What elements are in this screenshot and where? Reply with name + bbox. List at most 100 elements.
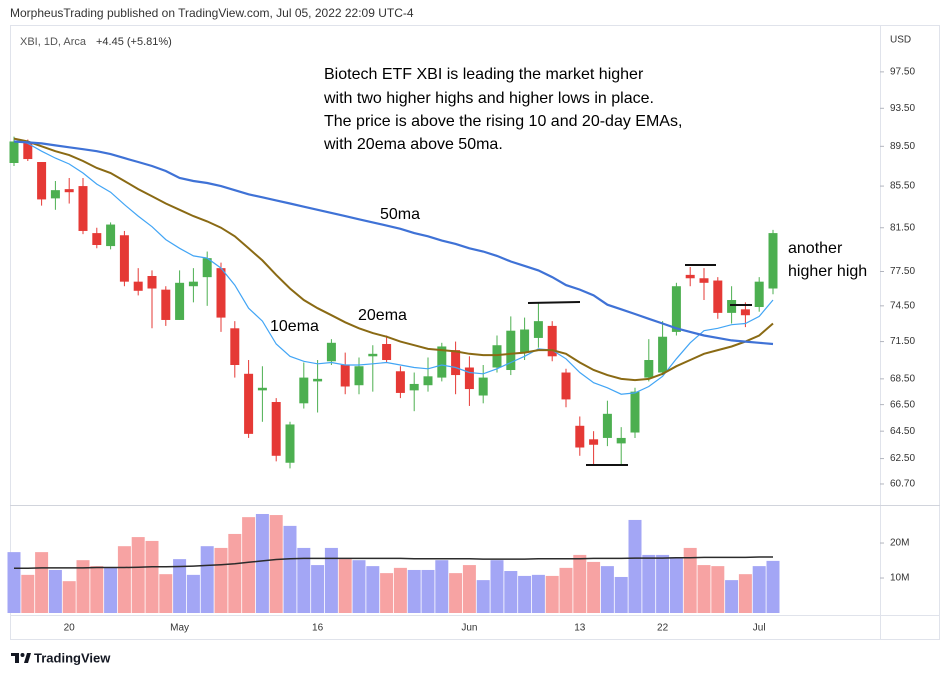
brand-logo xyxy=(11,653,31,663)
x-tick-label: May xyxy=(170,623,189,634)
y-tick-label: 68.50 xyxy=(890,373,915,384)
volume-bar xyxy=(380,573,394,613)
volume-bar xyxy=(297,547,311,613)
candle-body xyxy=(451,350,461,376)
annotation: with two higher highs and higher lows in… xyxy=(323,90,654,107)
plot-area: 60.70 62.50 64.50 66.50 68.50 71.50 74.50 77.50… xyxy=(7,67,915,634)
candle-body xyxy=(9,141,19,163)
candle-body xyxy=(23,142,33,160)
moving-average-line xyxy=(13,137,774,382)
candle-body xyxy=(589,439,599,445)
volume-bar xyxy=(711,566,725,613)
y-tick-label: 60.70 xyxy=(890,479,915,490)
volume-bar xyxy=(669,557,683,613)
candle-body xyxy=(547,325,557,357)
volume-bar xyxy=(90,566,104,613)
candle-body xyxy=(37,162,47,200)
candle-body xyxy=(409,383,419,391)
volume-bar xyxy=(587,561,601,613)
volume-bar xyxy=(462,565,476,613)
candle-body xyxy=(506,330,516,371)
candle-body xyxy=(382,344,392,361)
candle-body xyxy=(437,346,447,378)
line-label: 20ema xyxy=(358,307,407,324)
y-tick-label: 85.50 xyxy=(890,181,915,192)
volume-bar xyxy=(725,580,739,613)
x-tick-label: 22 xyxy=(657,623,669,634)
volume-bar xyxy=(490,560,504,613)
volume-bar xyxy=(545,575,559,613)
candle-body xyxy=(685,274,695,279)
candle-body xyxy=(602,413,612,438)
y-tick-label: 71.50 xyxy=(890,336,915,347)
volume-bar xyxy=(476,580,490,613)
volume-bar xyxy=(393,567,407,613)
volume-tick-label: 20M xyxy=(890,538,909,549)
candle-body xyxy=(326,342,336,362)
unit-label: USD xyxy=(890,35,911,46)
volume-bar xyxy=(766,560,780,613)
volume-bar xyxy=(228,533,242,613)
volume-ma-line xyxy=(14,556,773,569)
candle-body xyxy=(768,233,778,289)
y-tick-label: 81.50 xyxy=(890,222,915,233)
volume-bar xyxy=(117,546,131,613)
volume-bar xyxy=(173,559,187,613)
volume-bar xyxy=(62,581,76,613)
volume-bar xyxy=(159,574,173,613)
volume-bar xyxy=(614,576,628,613)
candle-body xyxy=(133,281,143,291)
candle-body xyxy=(216,268,226,318)
volume-bar xyxy=(35,552,49,613)
candle-body xyxy=(575,425,585,448)
candle-body xyxy=(395,371,405,393)
candle-body xyxy=(727,300,737,313)
candle-body xyxy=(561,372,571,400)
candle-body xyxy=(368,353,378,357)
candle-body xyxy=(285,424,295,463)
volume-bar xyxy=(311,565,325,613)
volume-bar xyxy=(435,560,449,613)
candle-body xyxy=(658,336,668,373)
annotation: another xyxy=(788,240,843,257)
candle-body xyxy=(616,437,626,444)
volume-bar xyxy=(7,552,21,613)
annotation: The price is above the rising 10 and 20-… xyxy=(324,113,682,130)
chart-title: MorpheusTrading published on TradingView… xyxy=(10,6,414,20)
x-tick-label: 20 xyxy=(64,623,76,634)
brand-name: TradingView xyxy=(34,650,111,665)
candle-body xyxy=(713,280,723,313)
volume-bar xyxy=(131,537,145,613)
candle-body xyxy=(147,276,157,289)
candle-body xyxy=(478,377,488,396)
symbol-label: XBI, 1D, Arca xyxy=(20,36,87,48)
candle-body xyxy=(244,373,254,434)
x-tick-label: 13 xyxy=(574,623,586,634)
volume-bar xyxy=(145,540,159,613)
volume-bar xyxy=(504,571,518,613)
moving-average-line xyxy=(13,140,774,346)
volume-bar xyxy=(269,515,283,613)
volume-bar xyxy=(697,565,711,613)
volume-bar xyxy=(573,554,587,613)
y-tick-label: 93.50 xyxy=(890,103,915,114)
volume-bar xyxy=(518,575,532,613)
candle-body xyxy=(119,235,129,282)
candle-body xyxy=(754,281,764,308)
y-tick-label: 77.50 xyxy=(890,266,915,277)
volume-bar xyxy=(642,554,656,613)
volume-bar xyxy=(352,560,366,613)
volume-bar xyxy=(283,525,297,613)
drawn-level xyxy=(527,301,581,304)
candle-body xyxy=(271,402,281,456)
volume-bar xyxy=(421,569,435,613)
line-label: 50ma xyxy=(380,206,420,223)
y-tick-label: 74.50 xyxy=(890,300,915,311)
candle-body xyxy=(464,367,474,390)
candle-body xyxy=(313,378,323,382)
candle-body xyxy=(175,282,185,320)
change-label: +4.45 (+5.81%) xyxy=(96,36,172,48)
volume-bar xyxy=(366,566,380,613)
y-tick-label: 64.50 xyxy=(890,426,915,437)
